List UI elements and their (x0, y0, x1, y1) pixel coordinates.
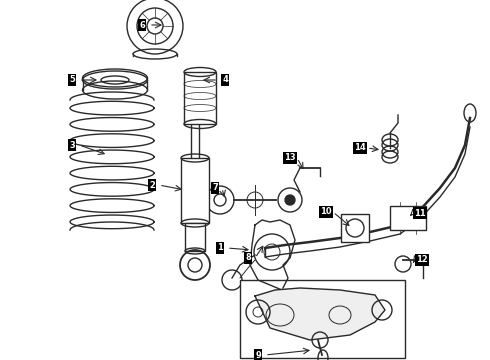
Polygon shape (255, 288, 385, 340)
Text: 4: 4 (222, 76, 228, 85)
Text: 2: 2 (149, 180, 155, 189)
Bar (341, 214, 369, 242)
Bar (390, 206, 426, 230)
Ellipse shape (329, 306, 351, 324)
Text: 3: 3 (69, 140, 75, 149)
Text: 6: 6 (139, 21, 145, 30)
Text: 9: 9 (255, 351, 261, 360)
Ellipse shape (266, 304, 294, 326)
Text: 13: 13 (284, 153, 296, 162)
Bar (181, 158, 209, 223)
Text: 1: 1 (217, 243, 223, 252)
Text: 11: 11 (414, 208, 426, 217)
Circle shape (285, 195, 295, 205)
Bar (240, 280, 405, 358)
Text: 8: 8 (245, 253, 251, 262)
Text: 14: 14 (354, 144, 366, 153)
Text: 12: 12 (416, 256, 428, 265)
Bar (185, 223, 205, 251)
Text: 5: 5 (69, 76, 75, 85)
Text: 10: 10 (320, 207, 332, 216)
Bar (184, 72, 216, 124)
Text: 7: 7 (212, 184, 218, 193)
